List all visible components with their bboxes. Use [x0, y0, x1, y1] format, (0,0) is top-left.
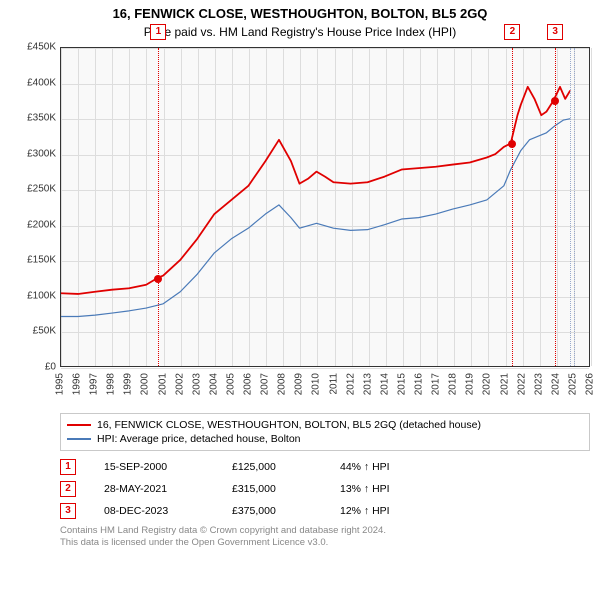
chart-container: 16, FENWICK CLOSE, WESTHOUGHTON, BOLTON,… — [0, 0, 600, 590]
marker-row-price: £375,000 — [232, 505, 312, 517]
marker-row-price: £125,000 — [232, 461, 312, 473]
y-tick-label: £100K — [27, 290, 56, 301]
series-line-property — [61, 87, 570, 294]
marker-dot-2 — [508, 140, 516, 148]
marker-row: 2 28-MAY-2021 £315,000 13% ↑ HPI — [60, 481, 590, 497]
x-tick-label: 2000 — [140, 373, 151, 395]
x-axis-labels: 1995199619971998199920002001200220032004… — [60, 369, 590, 407]
x-tick-label: 2015 — [396, 373, 407, 395]
x-tick-label: 2017 — [431, 373, 442, 395]
x-tick-label: 1996 — [72, 373, 83, 395]
x-tick-label: 2012 — [345, 373, 356, 395]
marker-row-date: 15-SEP-2000 — [104, 461, 204, 473]
legend-row: 16, FENWICK CLOSE, WESTHOUGHTON, BOLTON,… — [67, 418, 583, 432]
x-tick-label: 2007 — [260, 373, 271, 395]
chart-subtitle: Price paid vs. HM Land Registry's House … — [10, 25, 590, 39]
x-tick-label: 2003 — [191, 373, 202, 395]
legend-box: 16, FENWICK CLOSE, WESTHOUGHTON, BOLTON,… — [60, 413, 590, 451]
chart-area: £0 £50K £100K £150K £200K £250K £300K £350K £400… — [10, 47, 590, 407]
legend-label: 16, FENWICK CLOSE, WESTHOUGHTON, BOLTON,… — [97, 419, 481, 431]
footnote-line-1: Contains HM Land Registry data © Crown c… — [60, 525, 590, 537]
marker-row-date: 08-DEC-2023 — [104, 505, 204, 517]
x-tick-label: 1999 — [123, 373, 134, 395]
x-tick-label: 2009 — [294, 373, 305, 395]
legend-row: HPI: Average price, detached house, Bolt… — [67, 432, 583, 446]
y-tick-label: £300K — [27, 148, 56, 159]
marker-row-hpi: 13% ↑ HPI — [340, 483, 440, 495]
x-tick-label: 2023 — [533, 373, 544, 395]
x-tick-label: 2001 — [157, 373, 168, 395]
marker-row-num: 1 — [60, 459, 76, 475]
x-tick-label: 2011 — [328, 373, 339, 395]
marker-row: 3 08-DEC-2023 £375,000 12% ↑ HPI — [60, 503, 590, 519]
y-tick-label: £250K — [27, 184, 56, 195]
marker-box-3: 3 — [547, 24, 563, 40]
footnote: Contains HM Land Registry data © Crown c… — [60, 525, 590, 550]
y-tick-label: £400K — [27, 77, 56, 88]
x-tick-label: 2008 — [277, 373, 288, 395]
marker-dot-1 — [154, 275, 162, 283]
x-tick-label: 2002 — [174, 373, 185, 395]
x-tick-label: 1995 — [55, 373, 66, 395]
x-tick-label: 2020 — [482, 373, 493, 395]
chart-title: 16, FENWICK CLOSE, WESTHOUGHTON, BOLTON,… — [10, 6, 590, 21]
x-tick-label: 2018 — [448, 373, 459, 395]
x-tick-label: 2005 — [225, 373, 236, 395]
plot-area: 123 — [60, 47, 590, 367]
x-tick-label: 2010 — [311, 373, 322, 395]
marker-dot-3 — [551, 97, 559, 105]
marker-row-hpi: 12% ↑ HPI — [340, 505, 440, 517]
legend-swatch — [67, 424, 91, 426]
marker-row-num: 2 — [60, 481, 76, 497]
marker-row-price: £315,000 — [232, 483, 312, 495]
markers-table: 1 15-SEP-2000 £125,000 44% ↑ HPI 2 28-MAY-202… — [60, 459, 590, 519]
footnote-line-2: This data is licensed under the Open Gov… — [60, 537, 590, 549]
legend-swatch — [67, 438, 91, 440]
y-tick-label: £50K — [33, 326, 56, 337]
y-tick-label: £350K — [27, 113, 56, 124]
x-tick-label: 2004 — [208, 373, 219, 395]
x-tick-label: 2024 — [550, 373, 561, 395]
legend-label: HPI: Average price, detached house, Bolt… — [97, 433, 301, 445]
y-axis-labels: £0£50K£100K£150K£200K£250K£300K£350K£400… — [10, 47, 58, 367]
y-tick-label: £150K — [27, 255, 56, 266]
marker-row-date: 28-MAY-2021 — [104, 483, 204, 495]
y-tick-label: £0 — [45, 362, 56, 373]
x-tick-label: 2022 — [516, 373, 527, 395]
x-tick-label: 1998 — [106, 373, 117, 395]
x-tick-label: 2025 — [567, 373, 578, 395]
x-tick-label: 2021 — [499, 373, 510, 395]
y-tick-label: £450K — [27, 42, 56, 53]
marker-row: 1 15-SEP-2000 £125,000 44% ↑ HPI — [60, 459, 590, 475]
x-tick-label: 2013 — [362, 373, 373, 395]
marker-box-1: 1 — [150, 24, 166, 40]
chart-lines-svg — [61, 48, 589, 366]
x-tick-label: 1997 — [89, 373, 100, 395]
marker-box-2: 2 — [504, 24, 520, 40]
marker-row-hpi: 44% ↑ HPI — [340, 461, 440, 473]
x-tick-label: 2016 — [414, 373, 425, 395]
x-tick-label: 2019 — [465, 373, 476, 395]
x-tick-label: 2006 — [243, 373, 254, 395]
y-tick-label: £200K — [27, 219, 56, 230]
x-tick-label: 2014 — [379, 373, 390, 395]
marker-row-num: 3 — [60, 503, 76, 519]
x-tick-label: 2026 — [585, 373, 596, 395]
